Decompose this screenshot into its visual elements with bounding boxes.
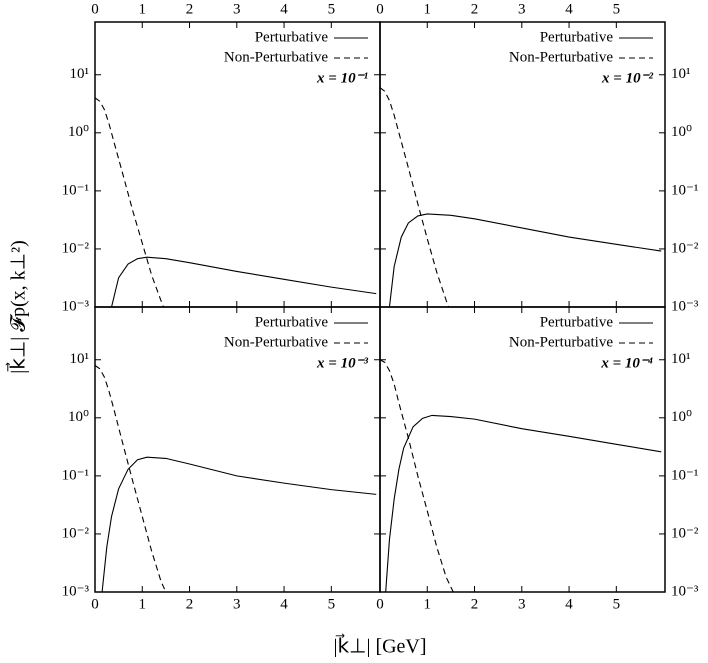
x-tick-label: 3: [518, 596, 526, 612]
y-tick-label: 10⁰: [671, 409, 692, 425]
x-tick-label: 3: [518, 1, 526, 17]
y-tick-label: 10⁰: [68, 409, 89, 425]
legend-label: Perturbative: [255, 314, 329, 330]
legend-label: Non-Perturbative: [509, 49, 613, 65]
y-tick-label: 10¹: [70, 66, 90, 82]
y-tick-label: 10⁻¹: [62, 182, 89, 198]
y-tick-label: 10¹: [671, 66, 691, 82]
data-line: [94, 97, 165, 308]
legend-label: Perturbative: [255, 29, 329, 45]
x-tick-label: 0: [376, 596, 384, 612]
x-tick-label: 0: [91, 1, 99, 17]
legend-label: Perturbative: [540, 29, 614, 45]
x-tick-label: 2: [186, 1, 194, 17]
data-line: [94, 364, 167, 593]
annotation: x = 10⁻⁴: [600, 355, 653, 371]
y-tick-label: 10⁻³: [671, 583, 699, 599]
x-tick-label: 1: [424, 1, 432, 17]
y-tick-label: 10⁻¹: [671, 467, 698, 483]
data-line: [388, 213, 662, 308]
x-tick-label: 5: [613, 596, 621, 612]
x-tick-label: 5: [328, 596, 336, 612]
y-tick-label: 10⁻²: [671, 525, 699, 541]
x-tick-label: 4: [565, 1, 573, 17]
x-tick-label: 4: [565, 596, 573, 612]
legend-label: Non-Perturbative: [509, 334, 613, 350]
data-line: [379, 87, 450, 308]
y-tick-label: 10⁰: [68, 124, 89, 140]
data-line: [379, 359, 454, 593]
x-tick-label: 5: [328, 1, 336, 17]
y-tick-label: 10⁻³: [62, 583, 90, 599]
y-tick-label: 10⁻²: [62, 240, 90, 256]
y-axis-label: |k⃗⊥| 𝓕p(x, k⊥²): [5, 240, 30, 374]
x-tick-label: 4: [280, 1, 288, 17]
annotation: x = 10⁻³: [316, 355, 368, 371]
y-tick-label: 10⁻³: [671, 298, 699, 314]
x-tick-label: 4: [280, 596, 288, 612]
data-line: [385, 414, 662, 593]
annotation: x = 10⁻¹: [316, 70, 368, 86]
legend-label: Perturbative: [540, 314, 614, 330]
data-line: [111, 256, 377, 308]
x-tick-label: 0: [376, 1, 384, 17]
x-tick-label: 3: [233, 1, 241, 17]
x-tick-label: 2: [471, 596, 479, 612]
x-tick-label: 5: [613, 1, 621, 17]
y-tick-label: 10⁻³: [62, 298, 90, 314]
y-tick-label: 10⁰: [671, 124, 692, 140]
x-tick-label: 2: [186, 596, 194, 612]
x-axis-label: |k⃗⊥| [GeV]: [333, 633, 426, 658]
x-tick-label: 2: [471, 1, 479, 17]
legend-label: Non-Perturbative: [224, 334, 328, 350]
annotation: x = 10⁻²: [601, 70, 653, 86]
legend-label: Non-Perturbative: [224, 49, 328, 65]
y-tick-label: 10⁻¹: [62, 467, 89, 483]
y-tick-label: 10⁻²: [671, 240, 699, 256]
x-tick-label: 1: [139, 1, 147, 17]
y-tick-label: 10¹: [70, 351, 90, 367]
x-tick-label: 1: [424, 596, 432, 612]
x-tick-label: 0: [91, 596, 99, 612]
y-tick-label: 10¹: [671, 351, 691, 367]
plot-frame: [379, 306, 666, 593]
x-tick-label: 3: [233, 596, 241, 612]
y-tick-label: 10⁻²: [62, 525, 90, 541]
x-tick-label: 1: [139, 596, 147, 612]
data-line: [101, 456, 377, 593]
y-tick-label: 10⁻¹: [671, 182, 698, 198]
